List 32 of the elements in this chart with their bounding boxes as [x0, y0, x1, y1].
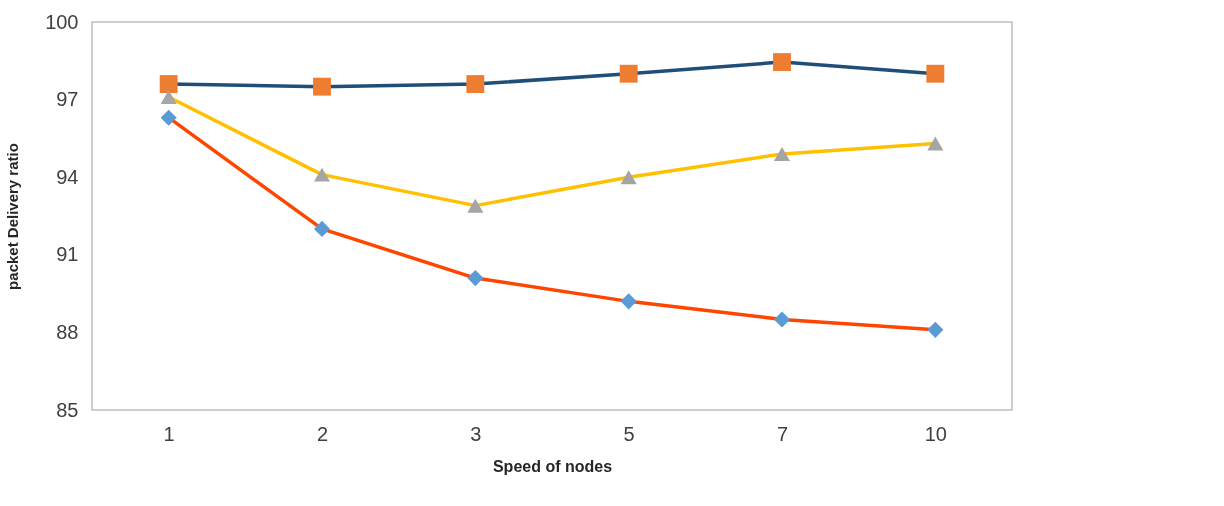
point [313, 77, 331, 96]
y-tick-label: 85 [56, 398, 79, 421]
point [620, 293, 637, 310]
point [773, 311, 791, 328]
x-tick-label: 5 [623, 422, 635, 445]
point [467, 198, 484, 213]
point [927, 136, 944, 151]
x-tick-label: 7 [776, 422, 789, 445]
y-tick-label: 94 [56, 165, 79, 188]
x-tick-label: 3 [470, 422, 482, 445]
y-tick-label: 91 [56, 243, 79, 266]
point [927, 321, 944, 338]
point [467, 270, 484, 287]
y-tick-label: 100 [45, 10, 79, 33]
y-tick-label: 97 [56, 88, 79, 111]
point [313, 220, 331, 237]
point [773, 146, 791, 161]
x-tick-label: 1 [163, 422, 175, 445]
point [926, 64, 945, 83]
point [313, 167, 331, 182]
y-axis-title: packet Delivery ratio [4, 143, 22, 290]
point [773, 53, 791, 72]
x-tick-label: 2 [316, 422, 329, 445]
point [619, 64, 638, 83]
point [160, 109, 177, 126]
y-tick-label: 88 [56, 320, 79, 343]
point [466, 75, 485, 94]
x-axis-title: Speed of nodes [492, 457, 613, 475]
point [159, 75, 178, 94]
point [620, 170, 637, 185]
x-tick-label: 10 [924, 422, 947, 445]
point [160, 90, 177, 104]
